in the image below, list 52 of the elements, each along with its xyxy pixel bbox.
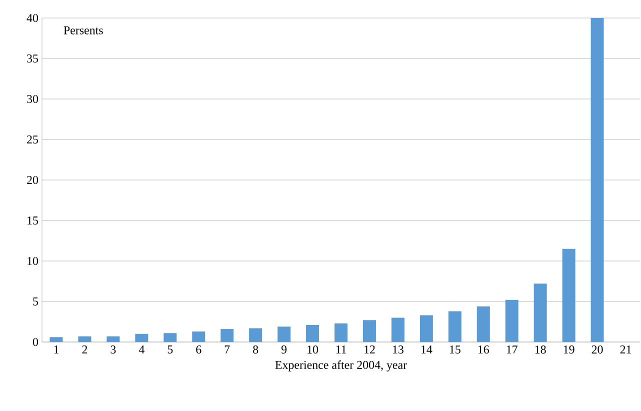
- x-tick-label: 15: [450, 346, 460, 354]
- y-tick-label: 35: [27, 54, 38, 63]
- y-tick-label: 0: [32, 338, 38, 346]
- bar: [50, 337, 63, 342]
- bar: [306, 324, 320, 342]
- x-tick-label: 7: [224, 346, 230, 354]
- x-tick-label: 21: [620, 346, 632, 354]
- bar: [362, 320, 376, 342]
- bar: [220, 329, 234, 342]
- bar: [562, 248, 576, 342]
- x-tick-label: 6: [196, 346, 202, 354]
- y-axis-title: Persents: [64, 26, 103, 34]
- x-tick-label: 13: [393, 346, 404, 354]
- bar: [106, 336, 120, 342]
- x-tick-label: 10: [308, 346, 318, 354]
- bar: [534, 284, 547, 342]
- bar: [590, 18, 604, 342]
- x-tick-label: 9: [281, 346, 287, 354]
- x-axis-title: Experience after 2004, year: [275, 360, 407, 372]
- x-tick-label: 18: [535, 346, 546, 354]
- bar: [249, 328, 262, 342]
- bar: [448, 311, 462, 342]
- bar: [420, 315, 433, 342]
- x-tick-label: 3: [110, 346, 116, 354]
- bar: [278, 326, 291, 342]
- y-tick-label: 30: [27, 94, 38, 104]
- x-tick-label: 5: [168, 346, 173, 354]
- x-tick-label: 1: [54, 346, 59, 354]
- x-tick-label: 8: [253, 346, 258, 354]
- bar: [334, 323, 348, 342]
- x-tick-label: 19: [564, 346, 574, 354]
- x-tick-label: 4: [138, 346, 144, 354]
- x-tick-label: 17: [506, 346, 518, 354]
- y-tick-label: 15: [28, 216, 38, 224]
- bar: [78, 336, 92, 342]
- y-tick-label: 25: [27, 135, 38, 144]
- x-tick-label: 14: [422, 346, 432, 354]
- bar: [391, 318, 404, 342]
- y-tick-label: 40: [26, 14, 38, 22]
- bar: [505, 300, 518, 342]
- bar: [164, 333, 177, 342]
- y-tick-label: 5: [33, 298, 38, 306]
- x-tick-label: 16: [478, 346, 490, 354]
- x-tick-label: 12: [364, 346, 375, 354]
- bar: [192, 331, 206, 342]
- x-tick-label: 20: [592, 346, 603, 354]
- x-tick-label: 11: [336, 346, 346, 354]
- y-tick-label: 10: [28, 256, 38, 266]
- x-tick-label: 2: [82, 346, 88, 354]
- bar: [476, 306, 490, 342]
- bar: [135, 334, 148, 342]
- y-tick-label: 20: [27, 176, 38, 184]
